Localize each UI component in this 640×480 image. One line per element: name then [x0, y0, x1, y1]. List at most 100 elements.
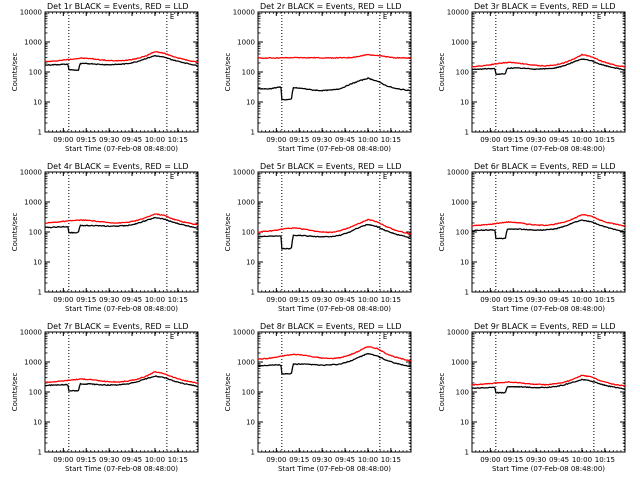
panel-title: Det 4r BLACK = Events, RED = LLD	[47, 162, 189, 171]
y-tick-label: 1	[465, 289, 469, 297]
panel-2: Det 2r BLACK = Events, RED = LLD E 1 10 100 1…	[224, 2, 412, 153]
y-tick-label: 100	[242, 389, 255, 397]
y-tick-label: 100	[29, 229, 42, 237]
series-lld-line	[44, 371, 199, 384]
panel-title: Det 3r BLACK = Events, RED = LLD	[474, 2, 616, 11]
y-tick-label: 100	[456, 69, 469, 77]
x-tick-label: 09:45	[335, 136, 355, 144]
series-events-line	[471, 378, 625, 394]
x-tick-label: 09:15	[76, 456, 96, 464]
x-tick-label: 10:15	[381, 136, 401, 144]
x-axis-label: Start Time (07-Feb-08 08:48:00)	[492, 465, 605, 473]
x-tick-label: 09:00	[266, 136, 286, 144]
x-tick-label: 10:15	[381, 456, 401, 464]
y-axis-label: Counts/sec	[224, 53, 232, 92]
x-tick-label: 10:00	[572, 136, 592, 144]
panel-6: Det 6r BLACK = Events, RED = LLD E 1 10 100 1…	[438, 162, 626, 313]
y-axis-label: Counts/sec	[11, 53, 19, 92]
y-tick-label: 10	[246, 419, 255, 427]
x-tick-label: 09:15	[76, 296, 96, 304]
x-axis-label: Start Time (07-Feb-08 08:48:00)	[278, 465, 391, 473]
x-tick-label: 09:30	[99, 136, 119, 144]
y-tick-label: 100	[29, 389, 42, 397]
series-lld-line	[471, 374, 626, 387]
x-tick-label: 09:30	[526, 296, 546, 304]
x-tick-label: 09:00	[53, 136, 73, 144]
x-axis-label: Start Time (07-Feb-08 08:48:00)	[492, 145, 605, 153]
x-tick-label: 09:30	[526, 136, 546, 144]
corner-label: E	[597, 333, 601, 341]
y-axis-label: Counts/sec	[11, 373, 19, 412]
series-lld-line	[258, 53, 412, 60]
x-tick-label: 10:15	[595, 456, 615, 464]
y-tick-label: 10	[246, 259, 255, 267]
panel-9: Det 9r BLACK = Events, RED = LLD E 1 10 100 1…	[438, 322, 626, 473]
panel-3: Det 3r BLACK = Events, RED = LLD E 1 10 100 1…	[438, 2, 626, 153]
x-tick-label: 10:15	[168, 136, 188, 144]
y-tick-label: 10	[460, 259, 469, 267]
corner-label: E	[170, 173, 174, 181]
y-tick-label: 1	[465, 129, 469, 137]
y-tick-label: 1	[38, 129, 42, 137]
y-tick-label: 10000	[20, 169, 42, 177]
x-tick-label: 09:45	[549, 136, 569, 144]
x-tick-label: 09:45	[335, 456, 355, 464]
x-tick-label: 09:45	[335, 296, 355, 304]
y-tick-label: 100	[456, 229, 469, 237]
panel-title: Det 8r BLACK = Events, RED = LLD	[260, 322, 402, 331]
y-tick-label: 100	[242, 69, 255, 77]
y-tick-label: 10000	[447, 9, 469, 17]
x-axis-label: Start Time (07-Feb-08 08:48:00)	[65, 305, 178, 313]
panel-title: Det 7r BLACK = Events, RED = LLD	[47, 322, 189, 331]
y-tick-label: 1000	[237, 39, 255, 47]
y-tick-label: 10	[33, 259, 42, 267]
panel-title: Det 6r BLACK = Events, RED = LLD	[474, 162, 616, 171]
corner-label: E	[383, 333, 387, 341]
series-lld-line	[44, 213, 199, 226]
y-tick-label: 1000	[451, 359, 469, 367]
x-tick-label: 09:45	[122, 456, 142, 464]
x-tick-label: 09:15	[503, 456, 523, 464]
series-events-line	[257, 223, 412, 250]
y-tick-label: 10000	[20, 329, 42, 337]
y-tick-label: 10000	[233, 169, 255, 177]
corner-label: E	[170, 13, 174, 21]
y-tick-label: 1000	[451, 199, 469, 207]
panel-7: Det 7r BLACK = Events, RED = LLD E 1 10 100 1…	[11, 322, 199, 473]
x-tick-label: 10:00	[145, 296, 165, 304]
y-tick-label: 1	[38, 449, 42, 457]
y-tick-label: 10	[33, 99, 42, 107]
x-tick-label: 10:15	[595, 296, 615, 304]
series-lld-line	[257, 218, 412, 235]
y-tick-label: 1000	[24, 199, 42, 207]
x-axis-label: Start Time (07-Feb-08 08:48:00)	[65, 465, 178, 473]
y-tick-label: 100	[29, 69, 42, 77]
panel-8: Det 8r BLACK = Events, RED = LLD E 1 10 100 1…	[224, 322, 412, 473]
x-tick-label: 09:15	[503, 136, 523, 144]
x-tick-label: 10:00	[358, 296, 378, 304]
x-tick-label: 09:15	[289, 136, 309, 144]
x-tick-label: 09:30	[312, 456, 332, 464]
series-events-line	[44, 216, 199, 234]
x-tick-label: 09:30	[99, 456, 119, 464]
y-tick-label: 10000	[447, 169, 469, 177]
x-tick-label: 09:00	[480, 456, 500, 464]
x-tick-label: 10:00	[358, 456, 378, 464]
panel-title: Det 1r BLACK = Events, RED = LLD	[47, 2, 189, 11]
x-tick-label: 09:45	[122, 296, 142, 304]
x-tick-label: 09:15	[289, 456, 309, 464]
x-axis-label: Start Time (07-Feb-08 08:48:00)	[492, 305, 605, 313]
x-tick-label: 09:30	[312, 136, 332, 144]
corner-label: E	[597, 13, 601, 21]
corner-label: E	[383, 13, 387, 21]
series-events-line	[257, 77, 412, 101]
x-tick-label: 09:30	[526, 456, 546, 464]
y-tick-label: 100	[456, 389, 469, 397]
y-tick-label: 10	[460, 99, 469, 107]
y-tick-label: 10	[460, 419, 469, 427]
x-tick-label: 09:00	[53, 296, 73, 304]
y-tick-label: 10000	[20, 9, 42, 17]
panel-title: Det 2r BLACK = Events, RED = LLD	[260, 2, 402, 11]
